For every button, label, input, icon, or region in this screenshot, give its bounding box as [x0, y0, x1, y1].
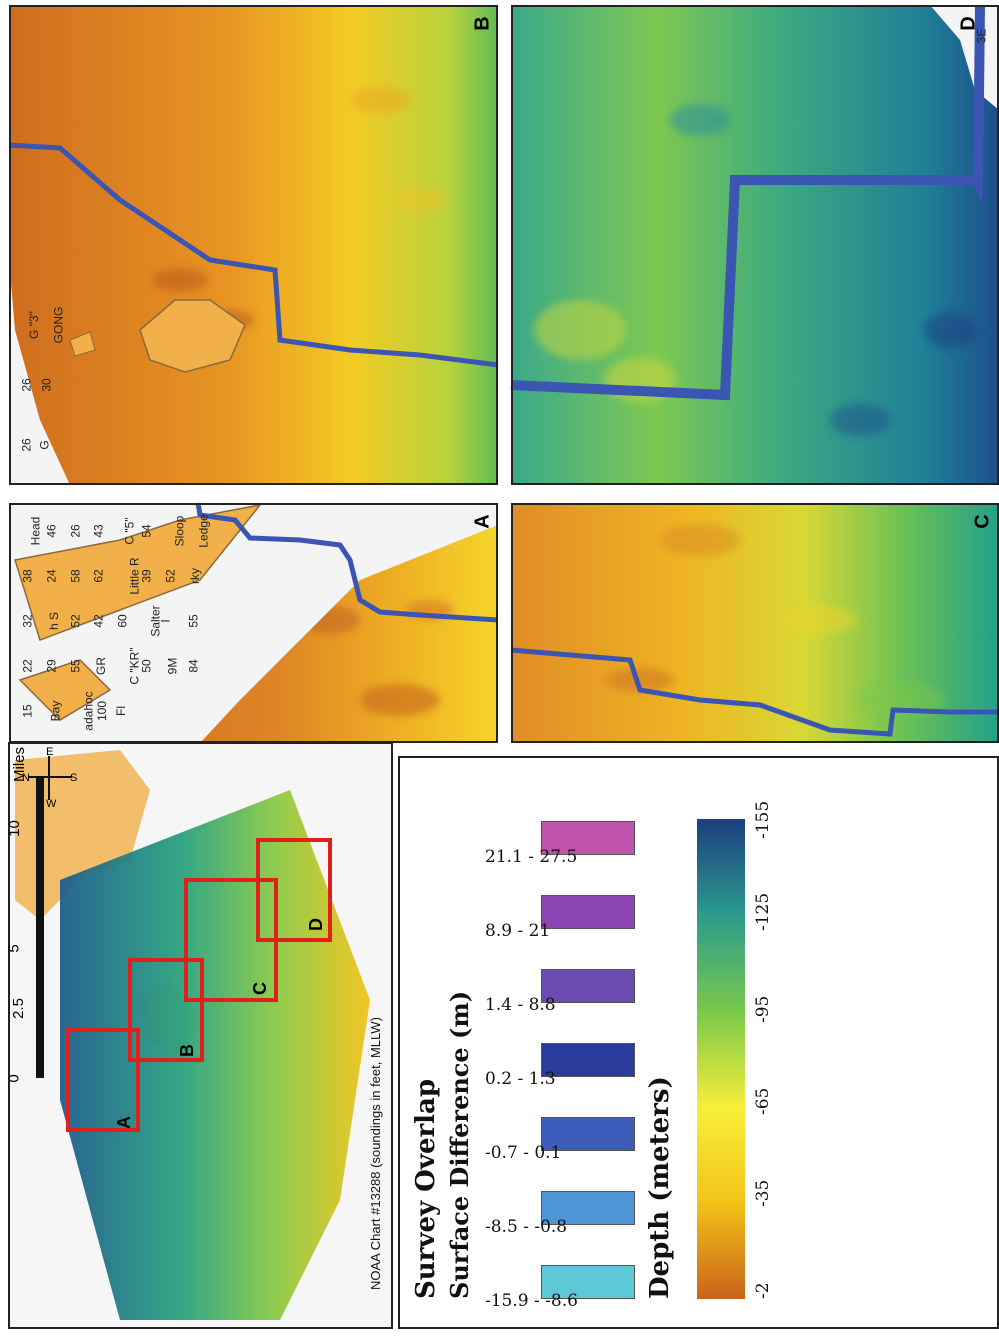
- inset-scale-bar: 0 2.5 5 10 Miles: [6, 747, 44, 1090]
- legend-class-label: 8.9 - 21: [485, 921, 551, 941]
- panel-d: [510, 4, 999, 485]
- legend-class-row: 21.1 - 27.5: [485, 821, 635, 867]
- legend-depth-title: Depth (meters): [645, 1076, 675, 1299]
- inset-box-a: [66, 1028, 140, 1132]
- legend-class-row: -15.9 - -8.6: [485, 1265, 635, 1311]
- panel-b-survey-line: [8, 142, 499, 368]
- legend-class-label: -8.5 - -0.8: [485, 1217, 568, 1237]
- inset-box-d: [256, 838, 332, 942]
- depth-tick-label: -155: [753, 800, 773, 839]
- panel-b-bathymetry: [9, 5, 498, 485]
- depth-tick-label: -65: [753, 1087, 773, 1115]
- legend-class-label: -15.9 - -8.6: [485, 1291, 578, 1311]
- inset-chart-label-text: NOAA Chart #13288 (soundings in feet, ML…: [368, 1017, 383, 1290]
- legend-class-row: 0.2 - 1.3: [485, 1043, 635, 1089]
- legend-class-row: 1.4 - 8.8: [485, 969, 635, 1015]
- scale-tick-5: 5: [5, 944, 23, 953]
- scale-tick-2-5: 2.5: [9, 998, 27, 1019]
- inset-chart-label: NOAA Chart #13288 (soundings in feet, ML…: [368, 890, 383, 1290]
- inset-box-label-c: C: [250, 982, 270, 995]
- compass-cross: [48, 756, 50, 800]
- panel-c-survey-line: [510, 647, 999, 737]
- depth-tick-label: -95: [753, 995, 773, 1023]
- legend-class-label: -0.7 - 0.1: [485, 1143, 562, 1163]
- scale-tick-10: 10: [5, 820, 23, 837]
- depth-tick-label: -125: [753, 892, 773, 931]
- panel-c: [510, 503, 999, 743]
- legend-class-row: -0.7 - 0.1: [485, 1117, 635, 1163]
- panel-d-survey-line: [510, 4, 985, 401]
- legend-swatch: [541, 895, 635, 929]
- compass-rose: N S E W: [20, 746, 80, 810]
- legend-class-row: -8.5 - -0.8: [485, 1191, 635, 1237]
- panel-b: [8, 5, 499, 485]
- compass-s: S: [70, 772, 78, 784]
- panel-a: [9, 502, 499, 743]
- legend-class-label: 1.4 - 8.8: [485, 995, 556, 1015]
- panel-d-bathymetry: [511, 5, 999, 485]
- scale-bar-line: [36, 778, 44, 1078]
- legend-surface-title: Surface Difference (m): [445, 990, 474, 1299]
- panel-d-frame: [511, 5, 999, 485]
- legend: Survey Overlap Surface Difference (m) -1…: [397, 756, 794, 1317]
- panel-a-frame: [9, 503, 498, 743]
- legend-class-label: 0.2 - 1.3: [485, 1069, 556, 1089]
- depth-tick-label: -2: [753, 1282, 773, 1299]
- panel-a-survey-line: [195, 502, 499, 623]
- inset-box-label-d: D: [306, 918, 326, 931]
- depth-colorbar: [697, 819, 745, 1299]
- compass-cross-h: [28, 776, 72, 778]
- compass-n: N: [22, 772, 30, 784]
- inset-box-b: [128, 958, 204, 1062]
- scale-tick-0: 0: [5, 1074, 23, 1083]
- inset-box-label-a: A: [114, 1116, 134, 1129]
- legend-class-label: 21.1 - 27.5: [485, 847, 578, 867]
- inset-map: [8, 742, 393, 1329]
- inset-box-label-b: B: [177, 1044, 197, 1057]
- legend-title: Survey Overlap: [411, 1078, 441, 1299]
- compass-w: W: [46, 798, 57, 810]
- legend-class-row: 8.9 - 21: [485, 895, 635, 941]
- panel-c-frame: [511, 503, 999, 743]
- compass-e: E: [46, 746, 54, 758]
- depth-tick-label: -35: [753, 1179, 773, 1207]
- inset-survey-area: [60, 790, 370, 1320]
- panel-b-frame: [9, 5, 498, 485]
